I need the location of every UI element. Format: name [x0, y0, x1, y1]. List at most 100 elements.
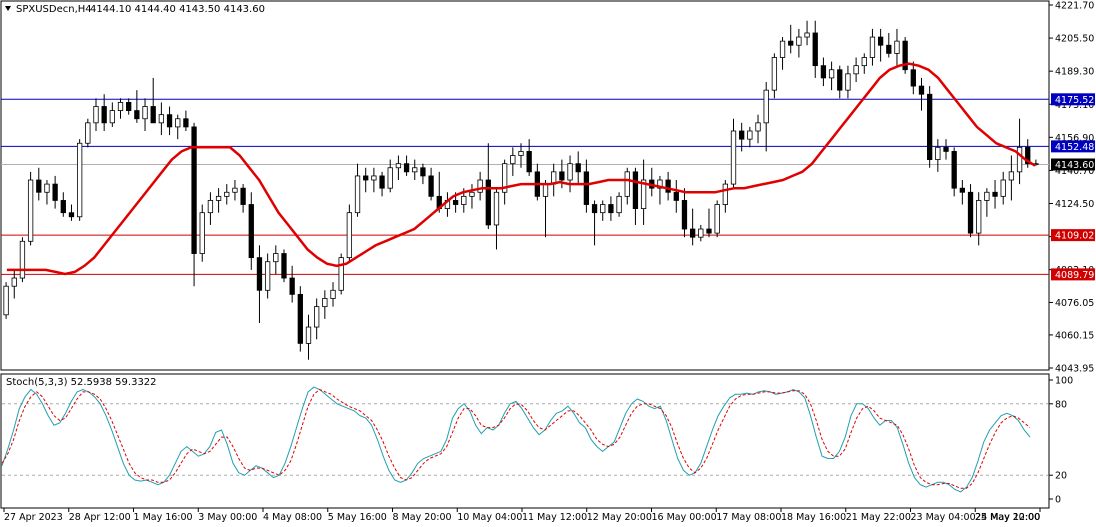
candle-body: [297, 293, 303, 344]
x-tick-label: 27 Apr 2023: [4, 512, 63, 523]
candle-body: [910, 69, 916, 87]
candle-body: [27, 179, 34, 242]
candle-body: [493, 191, 500, 226]
candle-body: [281, 253, 287, 279]
candle-body: [763, 89, 769, 124]
x-tick-label: 16 May 00:00: [652, 512, 717, 523]
candle-body: [330, 289, 336, 299]
candle-body: [11, 277, 17, 287]
candle-body: [150, 106, 156, 124]
candle-body: [461, 195, 467, 205]
candle-body: [207, 200, 214, 214]
symbol-title: SPXUSDecn,H4: [16, 4, 92, 15]
candle-body: [3, 285, 9, 316]
candle-body: [109, 110, 115, 124]
level-label: 4152.48: [1055, 142, 1094, 153]
level-label: 4175.52: [1055, 95, 1094, 106]
candle-body: [902, 40, 908, 71]
collapse-arrow-icon[interactable]: [5, 6, 11, 11]
stoch-title: Stoch(5,3,3) 52.5938 59.3322: [6, 377, 157, 388]
candle-body: [640, 179, 647, 210]
level-label-bg: [1051, 140, 1095, 153]
candle-body: [395, 163, 402, 169]
time-axis: 27 Apr 2023 28 Apr 12:00 1 May 16:00 3 May …: [3, 508, 1041, 523]
current-price-label: 4143.60: [1055, 160, 1094, 171]
candle-body: [559, 171, 565, 181]
candle-body: [1025, 146, 1031, 165]
candle-body: [477, 179, 483, 193]
candle-body: [624, 171, 630, 197]
moving-average: [6, 62, 1036, 276]
stochastic-panel: 100 80 20 0: [1, 376, 1073, 506]
candle-body: [199, 212, 205, 254]
candle-body: [379, 175, 385, 189]
ma-line: [6, 62, 1036, 276]
x-tick-label: 12 May 20:00: [587, 512, 652, 523]
candle-body: [886, 44, 892, 54]
candle-body: [706, 228, 712, 234]
level-label: 4109.02: [1055, 231, 1094, 242]
symbol-header: SPXUSDecn,H4 4144.10 4144.40 4143.50 414…: [5, 4, 265, 15]
candle-body: [894, 40, 900, 54]
price-axis: 4221.704205.504189.304173.104156.904140.…: [1049, 1, 1094, 375]
x-tick-label: 5 May 16:00: [328, 512, 387, 523]
candle-body: [689, 228, 696, 238]
candle-body: [502, 163, 508, 193]
candle-body: [428, 175, 434, 197]
candle-body: [76, 142, 83, 218]
candle-body: [943, 146, 949, 152]
x-tick-label: 8 May 20:00: [393, 512, 452, 523]
candle-body: [403, 163, 410, 173]
candle-body: [567, 163, 573, 181]
x-tick-label: 18 May 16:00: [781, 512, 846, 523]
candle-body: [771, 57, 778, 91]
candle-body: [354, 175, 361, 214]
candle-body: [845, 73, 851, 91]
y-tick-label: 4221.70: [1055, 1, 1094, 12]
candle-body: [52, 183, 58, 201]
candle-body: [183, 118, 189, 128]
candle-body: [984, 191, 990, 201]
candle-body: [36, 179, 42, 193]
candle-body: [967, 191, 974, 234]
candle-body: [665, 179, 671, 193]
y-tick-label: 4043.95: [1055, 364, 1094, 375]
candle-body: [828, 69, 835, 79]
level-label: 4089.79: [1055, 270, 1094, 281]
candle-body: [134, 110, 140, 120]
candle-body: [1000, 179, 1006, 197]
x-tick-label: 11 May 12:00: [522, 512, 587, 523]
x-tick-label: 10 May 04:00: [457, 512, 522, 523]
candle-body: [314, 306, 320, 328]
level-label-bg: [1051, 268, 1095, 281]
stoch-tick-label: 0: [1055, 495, 1061, 506]
candle-body: [158, 114, 165, 124]
candle-body: [877, 36, 884, 46]
candle-body: [935, 146, 941, 160]
candle-body: [1016, 146, 1023, 173]
horizontal-levels[interactable]: [1, 98, 1049, 275]
candle-body: [248, 204, 254, 259]
candle-body: [232, 187, 238, 193]
candle-body: [918, 85, 925, 95]
candle-body: [305, 326, 312, 344]
candle-body: [657, 179, 663, 189]
y-tick-label: 4205.50: [1055, 34, 1094, 45]
candle-body: [698, 228, 704, 238]
candle-body: [85, 122, 91, 144]
candle-body: [583, 171, 590, 205]
candle-body: [927, 93, 933, 160]
y-tick-label: 4060.15: [1055, 330, 1094, 341]
y-tick-label: 4076.05: [1055, 298, 1094, 309]
candle-body: [346, 212, 353, 259]
candle-body: [992, 191, 998, 197]
level-label-bg: [1051, 229, 1095, 242]
y-tick-label: 4189.30: [1055, 67, 1094, 78]
candle-body: [452, 200, 459, 205]
candle-body: [469, 191, 475, 197]
candle-body: [338, 257, 344, 291]
candlesticks: [3, 20, 1039, 360]
level-label-bg: [1051, 93, 1095, 106]
candle-body: [485, 179, 491, 226]
